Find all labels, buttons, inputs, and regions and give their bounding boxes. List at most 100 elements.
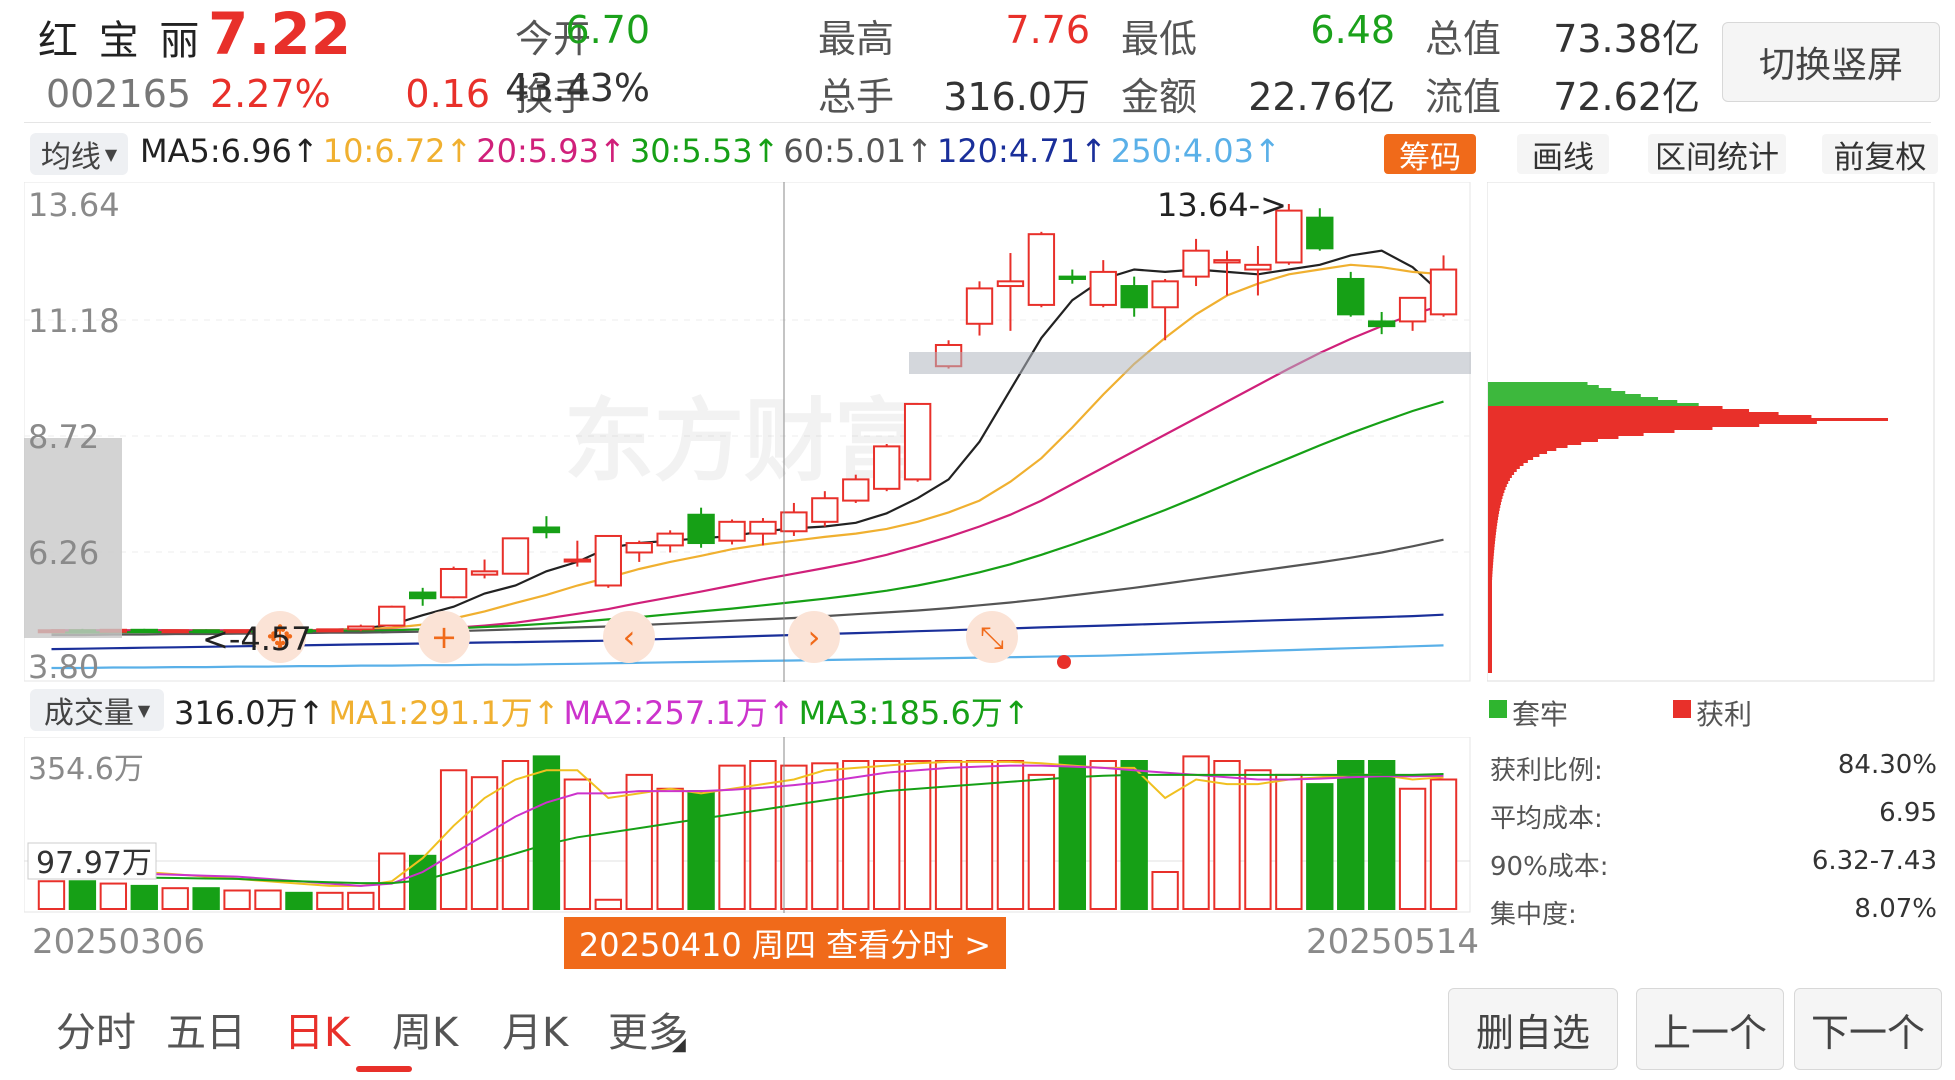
chip-stat-label: 获利比例: [1490,756,1603,786]
ma-selector[interactable]: 均线 ▼ [30,133,128,175]
legend-item: 120:4.71↑ [936,132,1107,170]
volume-bar [873,760,901,910]
event-marker-dot[interactable] [1057,655,1071,669]
volume-chart[interactable]: 354.6万 97.97万 [24,737,1471,913]
chip-bar [1488,670,1492,673]
candle [1337,271,1365,317]
chip-bar [1488,388,1612,391]
candle [1151,278,1179,341]
chip-bar [1488,394,1641,397]
volume-bar [254,889,282,910]
active-tab-underline [356,1066,412,1072]
quote-label: 最高 [818,17,895,61]
adjust-button[interactable]: 前复权 [1822,134,1938,176]
volume-ma1-line [51,760,1444,887]
volume-bar [1398,787,1427,911]
chip-bar [1488,553,1494,556]
quote-label: 流值 [1425,75,1502,119]
candle [1058,269,1086,284]
switch-orientation-button[interactable]: 切换竖屏 [1722,22,1940,102]
tab-1[interactable]: 五日 [166,1010,246,1056]
volume-bar [1275,773,1303,910]
nav-circle-5[interactable] [966,611,1018,663]
stock-code: 002165 [46,72,192,116]
scroll-left-icon[interactable]: ‹ [623,618,636,656]
chip-bar [1488,619,1492,622]
volume-bar [1213,760,1241,910]
candle [780,502,808,536]
candle [749,518,777,546]
chip-bar [1488,508,1500,511]
scroll-right-icon[interactable]: › [808,618,821,656]
legend-item: 60:5.01↑ [783,132,933,170]
nav-circle-3[interactable] [603,611,655,663]
price-range-band [909,352,1471,374]
chip-bar [1488,625,1492,628]
chip-distribution [1487,182,1935,682]
legend-item: 20:5.93↑ [476,132,626,170]
tab-3[interactable]: 周K [392,1010,459,1056]
candle [1306,208,1334,251]
nav-circle-1[interactable] [254,611,306,663]
chip-bar [1488,382,1588,385]
chip-bar [1488,565,1493,568]
draw-line-button[interactable]: 画线 [1517,134,1609,176]
chip-bar [1488,631,1492,634]
candle [1398,296,1427,331]
move-icon[interactable]: ✥ [267,618,294,656]
chip-bar [1488,484,1507,487]
chip-bar [1488,481,1509,484]
cursor-date-button[interactable]: 20250410 周四 查看分时 > [564,917,1006,969]
chip-bar [1488,505,1501,508]
tab-2[interactable]: 日K [284,1010,351,1056]
next-stock-button[interactable]: 下一个 [1794,988,1942,1070]
legend-item: 30:5.53↑ [629,132,780,170]
chip-bar [1488,433,1644,436]
more-arrow-icon: ◢ [672,1034,686,1055]
quote-value: 43.43% [505,66,650,110]
chip-bar [1488,607,1492,610]
zoom-in-icon[interactable]: ⤡ [980,621,1004,656]
chip-bar [1488,499,1502,502]
prev-stock-button[interactable]: 上一个 [1636,988,1784,1070]
remove-watchlist-button[interactable]: 删自选 [1448,988,1618,1070]
volume-bar [934,760,963,910]
chip-bar [1488,427,1713,430]
left-scroll-handle[interactable] [24,438,122,638]
chip-stat-value: 8.07% [1854,894,1937,924]
nav-circle-4[interactable] [788,611,840,663]
chip-bar [1488,649,1492,652]
chip-bar [1488,385,1599,388]
chip-bar [1488,622,1492,625]
chip-stat-label: 集中度: [1490,900,1577,930]
tab-0[interactable]: 分时 [56,1010,136,1056]
chip-bar [1488,421,1817,424]
chip-bar [1488,667,1492,670]
ma-line-ma250 [51,644,1444,670]
chip-bar [1488,628,1492,631]
range-stats-button[interactable]: 区间统计 [1648,134,1786,176]
trapped-legend-label: 套牢 [1512,698,1569,731]
volume-selector[interactable]: 成交量 ▼ [30,689,164,731]
chips-button[interactable]: 筹码 [1384,134,1476,176]
volume-bar [347,891,375,910]
ma-values-row: MA5:6.96↑ 10:6.72↑ 20:5.93↑ 30:5.53↑ 60:5.01… [140,132,1285,170]
volume-bar [37,880,66,911]
high-annotation: 13.64-> [1157,186,1287,224]
quote-label: 最低 [1121,17,1198,61]
tab-4[interactable]: 月K [502,1010,569,1056]
kline-chart[interactable]: 东方财富 ✥ + ‹ › ⤡ 13.64-> <-4.57 13.64 11.18… [24,182,1471,682]
volume-bar [594,898,622,910]
trapped-legend-swatch [1489,700,1507,718]
chip-bar [1488,538,1496,541]
cross-icon[interactable]: + [431,618,458,656]
volume-ma-row: 316.0万↑ MA1:291.1万↑ MA2:257.1万↑ MA3:185.6万↑ [174,688,1034,734]
chip-bar [1488,412,1779,415]
volume-bar [780,764,808,911]
tab-5[interactable]: 更多 [608,1010,688,1056]
volume-selector-label: 成交量 [43,696,134,731]
volume-bar [1120,760,1148,910]
candle [873,444,901,492]
chip-stat-value: 6.32-7.43 [1811,846,1937,876]
nav-circle-2[interactable] [418,611,470,663]
